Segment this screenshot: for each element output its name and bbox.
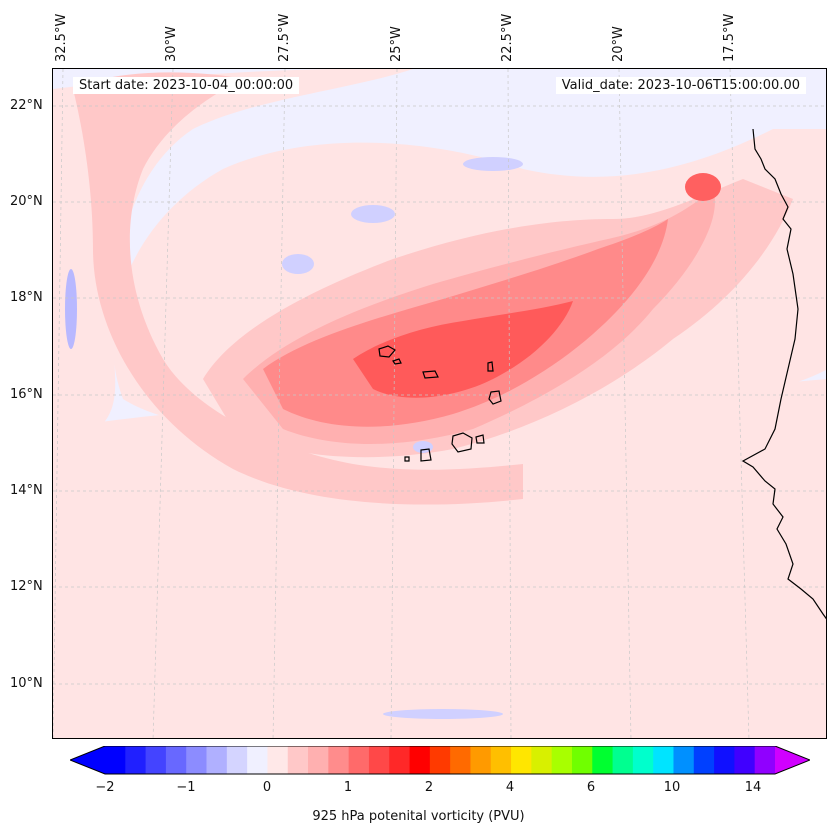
- colorbar-swatch: [287, 746, 309, 774]
- lon-label-20W: 20°W: [611, 26, 626, 62]
- pv-contour-blue-patch-2: [463, 157, 523, 171]
- colorbar-swatch: [653, 746, 674, 774]
- pv-field-map: [53, 69, 826, 738]
- colorbar: [70, 746, 810, 775]
- cb-tick-3: 1: [343, 780, 353, 795]
- cb-tick-5: 4: [505, 780, 515, 795]
- island-brava: [404, 456, 410, 462]
- lon-label-25W: 25°W: [389, 26, 404, 62]
- cb-tick-2: 0: [262, 780, 272, 795]
- colorbar-swatch: [226, 746, 248, 774]
- colorbar-swatch: [571, 746, 593, 774]
- colorbar-swatch: [308, 746, 329, 774]
- map-panel[interactable]: Start date: 2023-10-04_00:00:00 Valid_da…: [52, 68, 827, 739]
- island-sao-nicolau: [422, 370, 439, 379]
- island-boa-vista: [488, 390, 502, 405]
- lon-label-22.5W: 22.5°W: [500, 13, 515, 62]
- lat-label-14N: 14°N: [10, 483, 43, 498]
- cb-tick-8: 14: [744, 780, 762, 795]
- lat-label-10N: 10°N: [10, 676, 43, 691]
- island-sal: [487, 361, 494, 372]
- island-santiago: [451, 432, 473, 453]
- lat-label-20N: 20°N: [10, 194, 43, 209]
- pv-contour-blue-patch-1: [351, 205, 395, 223]
- colorbar-swatch: [125, 746, 147, 774]
- colorbar-swatch: [490, 746, 512, 774]
- colorbar-outline: [70, 746, 810, 775]
- lon-label-32.5W: 32.5°W: [54, 13, 69, 62]
- colorbar-swatch: [165, 746, 187, 774]
- pv-contour-blue-patch-4: [65, 269, 77, 349]
- colorbar-swatch: [328, 746, 350, 774]
- island-maio: [475, 434, 485, 444]
- island-santo-antao: [378, 345, 396, 358]
- lon-label-27.5W: 27.5°W: [277, 13, 292, 62]
- graticule: [53, 69, 826, 738]
- colorbar-swatch: [714, 746, 735, 774]
- lat-label-16N: 16°N: [10, 387, 43, 402]
- colorbar-swatch: [206, 746, 228, 774]
- island-fogo: [420, 448, 432, 462]
- lat-label-18N: 18°N: [10, 290, 43, 305]
- colorbar-swatch: [734, 746, 756, 774]
- colorbar-swatch: [632, 746, 654, 774]
- pv-contour-red-core: [353, 301, 573, 398]
- colorbar-swatch: [592, 746, 614, 774]
- colorbar-swatch: [389, 746, 411, 774]
- colorbar-swatch: [105, 746, 126, 774]
- pv-contour-blue-patch-5: [383, 709, 503, 719]
- cape-verde-islands: [378, 345, 502, 462]
- colorbar-swatch: [368, 746, 390, 774]
- colorbar-swatch: [531, 746, 553, 774]
- pv-contour-blue-patch-6: [413, 441, 433, 453]
- cb-tick-7: 10: [663, 780, 681, 795]
- colorbar-swatch: [145, 746, 167, 774]
- colorbar-label: 925 hPa potenital vorticity (PVU): [312, 809, 525, 824]
- colorbar-swatch: [267, 746, 289, 774]
- colorbar-swatch: [693, 746, 715, 774]
- lon-label-30W: 30°W: [164, 26, 179, 62]
- colorbar-extend-low: [70, 746, 105, 774]
- colorbar-swatch: [409, 746, 431, 774]
- lon-label-17.5W: 17.5°W: [722, 13, 737, 62]
- colorbar-swatch: [754, 746, 776, 774]
- colorbar-swatch: [470, 746, 492, 774]
- colorbar-swatch: [511, 746, 532, 774]
- start-date-label: Start date: 2023-10-04_00:00:00: [73, 77, 300, 94]
- colorbar-swatch: [673, 746, 695, 774]
- valid-date-label: Valid_date: 2023-10-06T15:00:00.00: [555, 77, 806, 94]
- colorbar-swatch: [551, 746, 573, 774]
- pv-contour-blue-patch-3: [282, 254, 314, 274]
- colorbar-swatch: [186, 746, 208, 774]
- cb-tick-4: 2: [424, 780, 434, 795]
- cb-tick-1: −1: [176, 780, 196, 795]
- colorbar-extend-high: [775, 746, 810, 774]
- lat-label-12N: 12°N: [10, 579, 43, 594]
- cb-tick-0: −2: [95, 780, 115, 795]
- colorbar-swatch: [247, 746, 268, 774]
- colorbar-swatch: [348, 746, 370, 774]
- colorbar-swatch: [429, 746, 451, 774]
- pv-contour-red-spot-north: [685, 173, 721, 201]
- cb-tick-6: 6: [586, 780, 596, 795]
- lat-label-22N: 22°N: [10, 98, 43, 113]
- island-sao-vicente: [392, 358, 402, 365]
- pv-contour-pink-arc: [73, 72, 523, 505]
- african-coastline: [741, 128, 826, 620]
- colorbar-swatch: [450, 746, 471, 774]
- colorbar-swatch: [612, 746, 634, 774]
